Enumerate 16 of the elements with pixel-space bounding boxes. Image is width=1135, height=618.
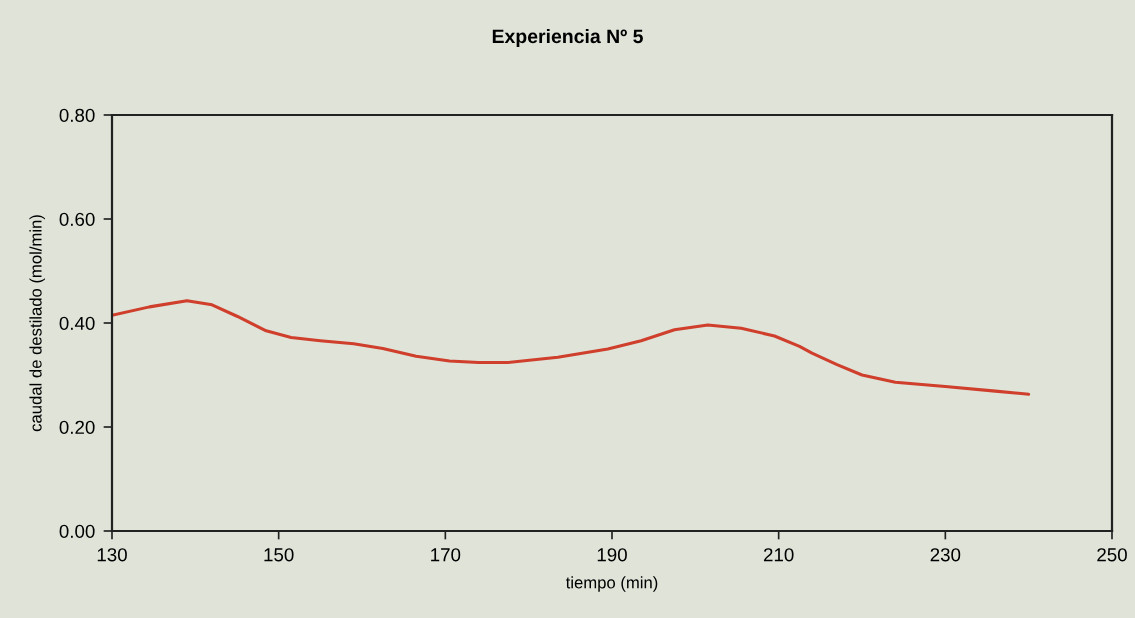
line-series [112, 299, 1031, 396]
x-tick-label: 250 [1097, 548, 1127, 562]
x-tick-label: 170 [431, 548, 461, 562]
y-tick-label: 0.00 [59, 524, 95, 538]
chart-title: Experiencia Nº 5 [492, 28, 643, 48]
y-tick-label: 0.20 [59, 420, 95, 434]
y-tick-label: 0.80 [59, 108, 95, 122]
x-tick-label: 210 [763, 548, 794, 562]
y-tick-label: 0.40 [59, 316, 95, 330]
y-tick-label: 0.60 [59, 212, 95, 226]
x-tick-label: 190 [597, 548, 627, 562]
x-tick-label: 230 [930, 548, 961, 562]
x-axis-title: tiempo (min) [565, 576, 658, 592]
x-tick-label: 130 [97, 548, 127, 562]
x-tick-label: 150 [264, 548, 294, 562]
y-axis-title: caudal de destilado (mol/min) [29, 215, 45, 432]
